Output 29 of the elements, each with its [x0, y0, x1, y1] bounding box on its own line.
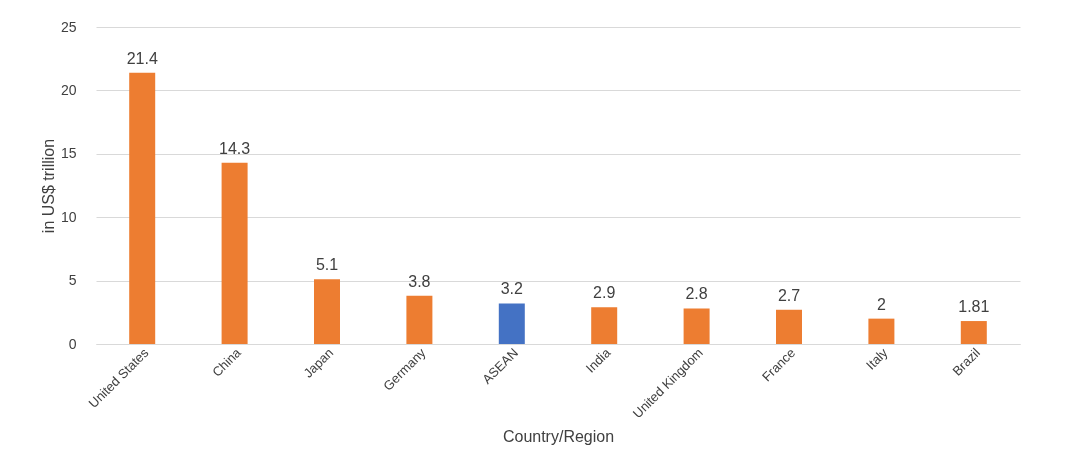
bar	[776, 309, 802, 344]
data-label: 2.8	[685, 285, 708, 303]
y-tick-label: 15	[60, 145, 77, 162]
bar	[960, 321, 987, 344]
y-tick-label: 5	[68, 272, 77, 289]
bar	[498, 303, 525, 344]
bar	[591, 307, 618, 344]
data-label: 2.7	[777, 286, 801, 304]
y-tick-label: 20	[60, 81, 77, 98]
data-label: 2	[876, 295, 886, 313]
data-label: 3.8	[408, 272, 431, 290]
bar	[129, 72, 156, 344]
bar	[221, 162, 248, 344]
x-axis-title: Country/Region	[502, 428, 615, 446]
bar	[683, 308, 710, 344]
y-tick-label: 10	[60, 208, 77, 225]
y-tick-label: 0	[68, 335, 77, 352]
data-label: 1.81	[958, 298, 990, 316]
bar	[406, 295, 433, 344]
y-axis-title: in US$ trillion	[39, 138, 57, 234]
y-tick-label: 25	[60, 18, 77, 35]
data-label: 14.3	[219, 139, 251, 157]
data-label: 2.9	[593, 284, 616, 302]
x-tick-label: Italy	[863, 344, 891, 373]
bar	[314, 279, 340, 344]
bar	[868, 318, 895, 344]
data-label: 21.4	[126, 49, 158, 67]
data-label: 3.2	[500, 280, 524, 298]
data-label: 5.1	[315, 256, 339, 274]
